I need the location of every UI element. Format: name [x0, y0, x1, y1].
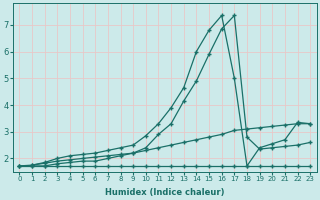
X-axis label: Humidex (Indice chaleur): Humidex (Indice chaleur): [105, 188, 225, 197]
